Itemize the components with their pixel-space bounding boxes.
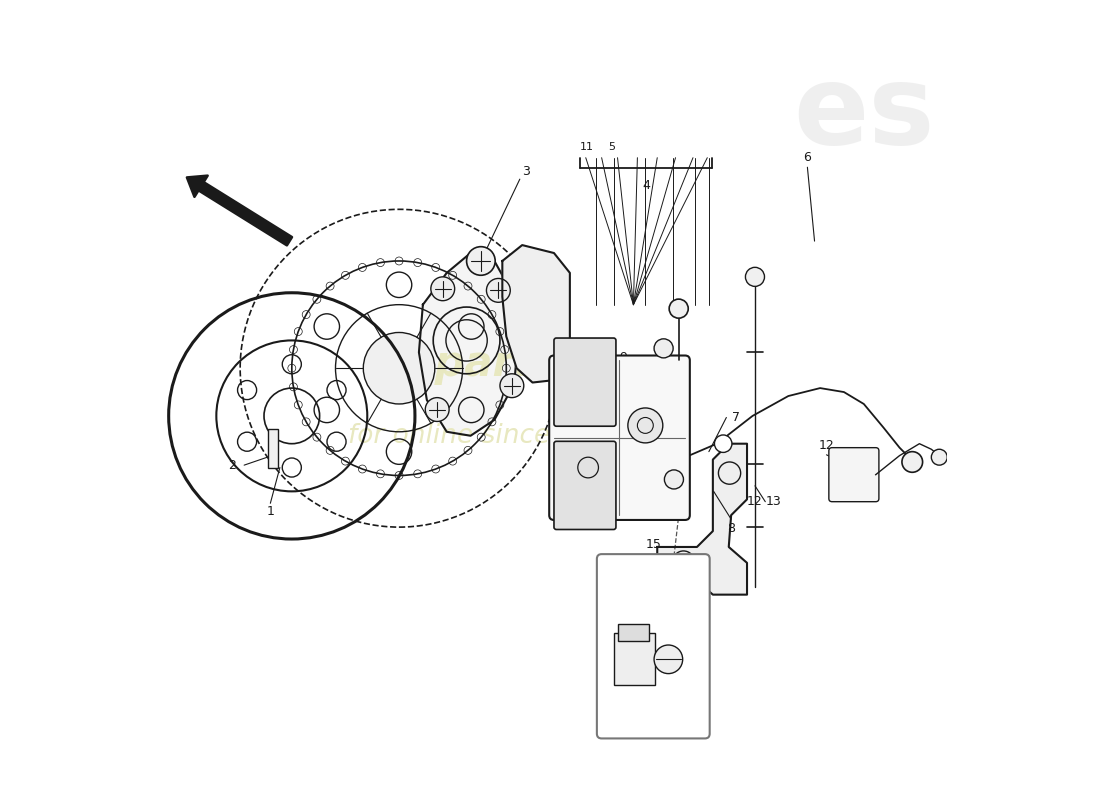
Text: 10: 10 [639, 493, 654, 506]
Circle shape [654, 645, 683, 674]
Bar [614, 633, 654, 685]
Text: 11: 11 [580, 142, 594, 152]
Circle shape [363, 333, 434, 404]
FancyBboxPatch shape [554, 338, 616, 426]
Text: 4: 4 [642, 179, 650, 192]
Polygon shape [419, 253, 518, 436]
Circle shape [431, 277, 454, 301]
Text: 1: 1 [266, 505, 274, 518]
Circle shape [486, 278, 510, 302]
Text: 7: 7 [732, 411, 740, 424]
Text: es: es [793, 61, 935, 167]
Text: 15: 15 [646, 538, 661, 551]
Circle shape [466, 246, 495, 275]
Circle shape [565, 446, 610, 490]
Text: for online since 1985: for online since 1985 [348, 422, 625, 449]
Text: 5: 5 [608, 142, 616, 152]
Circle shape [426, 398, 449, 422]
Text: 2: 2 [229, 458, 236, 472]
Polygon shape [503, 245, 570, 382]
Circle shape [902, 452, 923, 472]
FancyBboxPatch shape [829, 448, 879, 502]
Circle shape [746, 267, 764, 286]
Polygon shape [658, 444, 747, 594]
FancyArrowPatch shape [187, 176, 292, 246]
Circle shape [932, 450, 947, 465]
Bar [617, 623, 649, 641]
FancyBboxPatch shape [549, 355, 690, 520]
Circle shape [654, 339, 673, 358]
Text: 3: 3 [522, 165, 530, 178]
FancyBboxPatch shape [554, 442, 616, 530]
Circle shape [715, 435, 732, 453]
Text: 6: 6 [803, 151, 812, 164]
Bar [268, 430, 277, 467]
Text: 12: 12 [818, 438, 834, 452]
Text: a part: a part [393, 343, 534, 386]
Text: 13: 13 [767, 495, 782, 508]
Circle shape [499, 374, 524, 398]
Circle shape [664, 470, 683, 489]
FancyBboxPatch shape [597, 554, 710, 738]
Circle shape [628, 408, 663, 443]
Text: 9: 9 [619, 351, 627, 364]
Text: 12: 12 [747, 495, 762, 508]
Circle shape [669, 299, 689, 318]
Text: 8: 8 [727, 522, 735, 535]
